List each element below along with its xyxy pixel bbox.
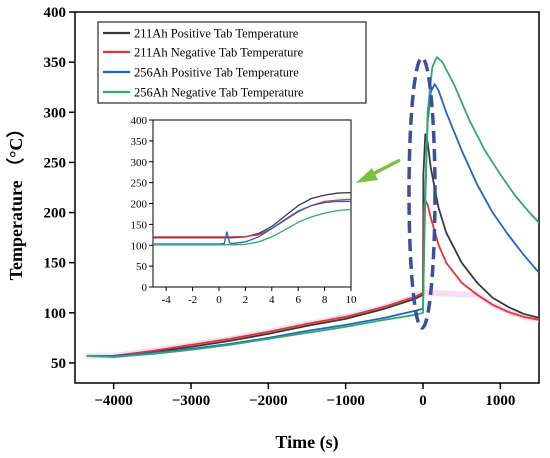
legend-label-neg256: 256Ah Negative Tab Temperature bbox=[134, 86, 304, 100]
y-tick-label: 200 bbox=[44, 206, 67, 222]
x-tick-label: −1000 bbox=[326, 393, 365, 409]
y-tick-label: 400 bbox=[44, 5, 67, 21]
inset-x-tick-label: 8 bbox=[322, 294, 328, 306]
inset-x-tick-label: 0 bbox=[216, 294, 222, 306]
inset-x-tick-label: 4 bbox=[269, 294, 275, 306]
legend-item-neg256: 256Ah Negative Tab Temperature bbox=[103, 86, 304, 100]
inset-y-tick-label: 50 bbox=[136, 261, 148, 273]
inset-y-tick-label: 400 bbox=[131, 115, 148, 127]
y-tick-label: 50 bbox=[51, 356, 66, 372]
legend-label-pos256: 256Ah Positive Tab Temperature bbox=[134, 66, 299, 80]
x-axis-title: Time (s) bbox=[275, 432, 338, 453]
y-tick-label: 350 bbox=[44, 55, 67, 71]
legend-item-neg211: 211Ah Negative Tab Temperature bbox=[103, 46, 304, 60]
inset-series-lines bbox=[153, 191, 351, 246]
series-line-pos211 bbox=[86, 133, 539, 357]
legend: 211Ah Positive Tab Temperature 211Ah Neg… bbox=[97, 21, 367, 104]
legend-label-neg211: 211Ah Negative Tab Temperature bbox=[134, 46, 304, 60]
inset-x-tick-label: 2 bbox=[243, 294, 249, 306]
inset-series-line-pos256 bbox=[153, 200, 351, 245]
inset-y-tick-label: 100 bbox=[131, 240, 148, 252]
inset-x-tick-label: -2 bbox=[188, 294, 197, 306]
legend-item-pos211: 211Ah Positive Tab Temperature bbox=[103, 27, 299, 41]
x-tick-label: 1000 bbox=[485, 393, 515, 409]
inset-y-tick-label: 250 bbox=[131, 178, 148, 190]
x-tick-label: −3000 bbox=[172, 393, 211, 409]
inset-y-tick-label: 0 bbox=[142, 282, 148, 294]
y-tick-label: 300 bbox=[44, 105, 67, 121]
main-axis-ticks: −4000 −3000 −2000 −1000 0 1000501001502002503… bbox=[44, 5, 516, 409]
legend-box bbox=[97, 21, 367, 104]
x-tick-label: −2000 bbox=[249, 393, 288, 409]
y-tick-label: 150 bbox=[44, 256, 67, 272]
main-series-lines bbox=[86, 56, 539, 358]
arrow-head bbox=[356, 168, 378, 183]
inset-x-tick-label: -4 bbox=[162, 294, 172, 306]
pointer-arrow bbox=[356, 158, 401, 183]
x-tick-label: −4000 bbox=[94, 393, 133, 409]
x-tick-label: 0 bbox=[419, 393, 427, 409]
y-tick-label: 250 bbox=[44, 155, 67, 171]
series-line-neg256 bbox=[86, 56, 539, 358]
inset-y-tick-label: 350 bbox=[131, 136, 148, 148]
y-axis-title: Temperature （°C） bbox=[6, 120, 26, 281]
legend-label-pos211: 211Ah Positive Tab Temperature bbox=[134, 27, 299, 41]
inset-y-tick-label: 150 bbox=[131, 219, 148, 231]
inset-y-tick-label: 200 bbox=[131, 199, 148, 211]
inset-x-tick-label: 6 bbox=[295, 294, 301, 306]
inset-y-tick-label: 300 bbox=[131, 157, 148, 169]
inset-x-tick-label: 10 bbox=[346, 294, 358, 306]
inset-series-line-neg256 bbox=[153, 208, 351, 246]
highlight-ellipse bbox=[407, 56, 437, 330]
legend-item-pos256: 256Ah Positive Tab Temperature bbox=[103, 66, 299, 80]
y-tick-label: 100 bbox=[44, 306, 67, 322]
series-line-neg211 bbox=[86, 199, 539, 357]
